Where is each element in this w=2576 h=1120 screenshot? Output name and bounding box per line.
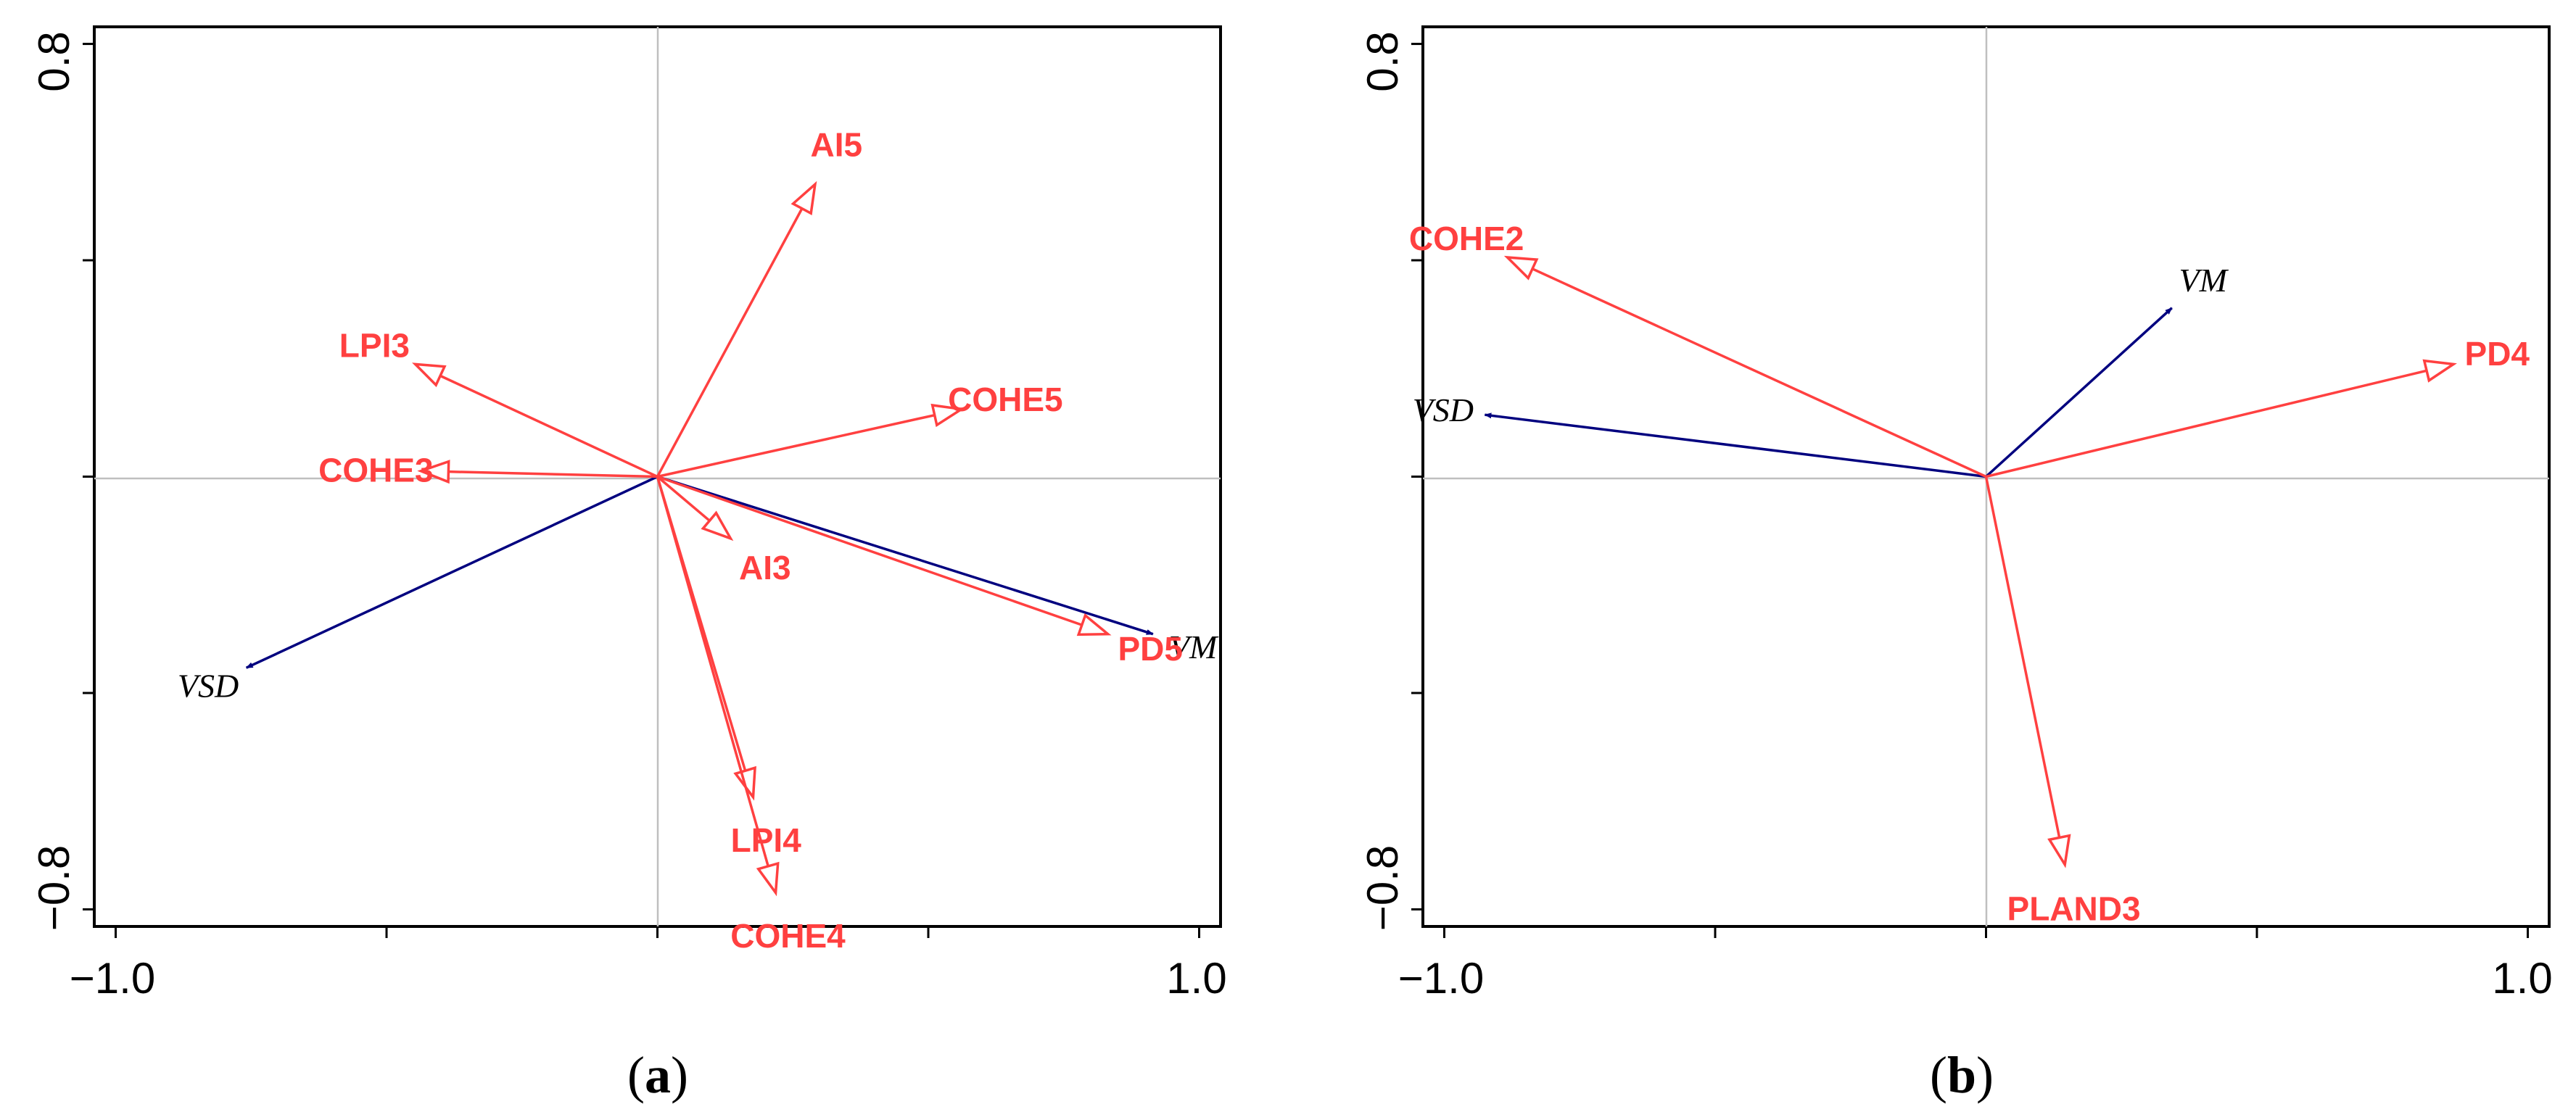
response-vector-label-cohe5: COHE5 [948,381,1062,418]
response-vector-head-lpi3 [412,362,447,388]
response-vector-cohe5 [657,413,936,478]
env-vector-vsd [245,475,659,669]
env-vector-vm [656,475,1154,636]
response-vector-cohe4 [656,476,769,867]
y-tick-label-min: −0.8 [30,845,78,931]
vector-group: VM VSD AI5 LPI3 COHE5 COHE3 AI3 PD5 LPI4 COHE4 [83,43,1219,955]
response-vector-ai5 [656,207,804,478]
env-vector-label-vm: VM [1169,629,1219,665]
response-vector-ai3 [656,476,711,522]
response-vector-head-cohe3 [417,460,450,484]
response-vector-label-lpi4: LPI4 [731,821,802,859]
response-vector-lpi3 [439,374,659,478]
x-tick-label-min: −1.0 [1398,954,1484,1003]
response-vector-head-pd4 [2422,359,2457,383]
response-vector-label-pd4: PD4 [2465,335,2530,373]
response-vector-pd4 [1986,369,2427,478]
response-vector-head-ai5 [790,181,817,215]
response-vector-head-cohe5 [930,403,965,428]
response-vector-head-ai3 [701,510,734,542]
env-vector-label-vsd: VSD [1413,391,1474,428]
response-vector-label-cohe3: COHE3 [318,451,433,489]
response-vector-pd5 [656,475,1083,626]
x-tick-label-min: −1.0 [70,954,155,1003]
panel-label: (a) [627,1046,688,1104]
response-vector-label-ai3: AI3 [739,549,791,586]
response-vector-head-cohe2 [1503,255,1539,281]
response-vector-head-pland3 [2047,834,2071,868]
panel-a: VM VSD AI5 LPI3 COHE5 COHE3 AI3 PD5 LPI4 COHE4 −1… [30,25,1227,1104]
x-tick-label-max: 1.0 [2492,954,2552,1003]
response-vector-pland3 [1984,476,2061,838]
response-vector-label-cohe4: COHE4 [730,917,846,955]
vector-group: VM VSD COHE2 PD4 PLAND3 [1409,43,2530,938]
response-vector-label-pd5: PD5 [1118,630,1182,668]
response-vector-head-pd5 [1076,613,1112,636]
response-vector-cohe3 [448,470,658,478]
y-tick-label-min: −0.8 [1358,845,1407,931]
env-vector-label-vm: VM [2179,262,2229,299]
panel-label: (b) [1930,1046,1994,1104]
y-tick-label-max: 0.8 [1358,31,1407,91]
panel-b: VM VSD COHE2 PD4 PLAND3 −1.0 1.0 0.8 −0.8 (b… [1358,25,2553,1104]
response-vector-label-pland3: PLAND3 [2007,889,2141,927]
response-vector-label-lpi3: LPI3 [339,326,410,364]
x-tick-label-max: 1.0 [1166,954,1226,1003]
response-vector-head-cohe4 [756,861,780,897]
response-vector-label-ai5: AI5 [811,126,863,164]
y-tick-label-max: 0.8 [30,31,78,91]
env-vector-vm [1985,307,2173,478]
env-vector-label-vsd: VSD [178,668,239,705]
env-vector-vsd [1484,412,1986,478]
response-vector-cohe2 [1532,267,1987,478]
response-vector-label-cohe2: COHE2 [1409,220,1524,257]
